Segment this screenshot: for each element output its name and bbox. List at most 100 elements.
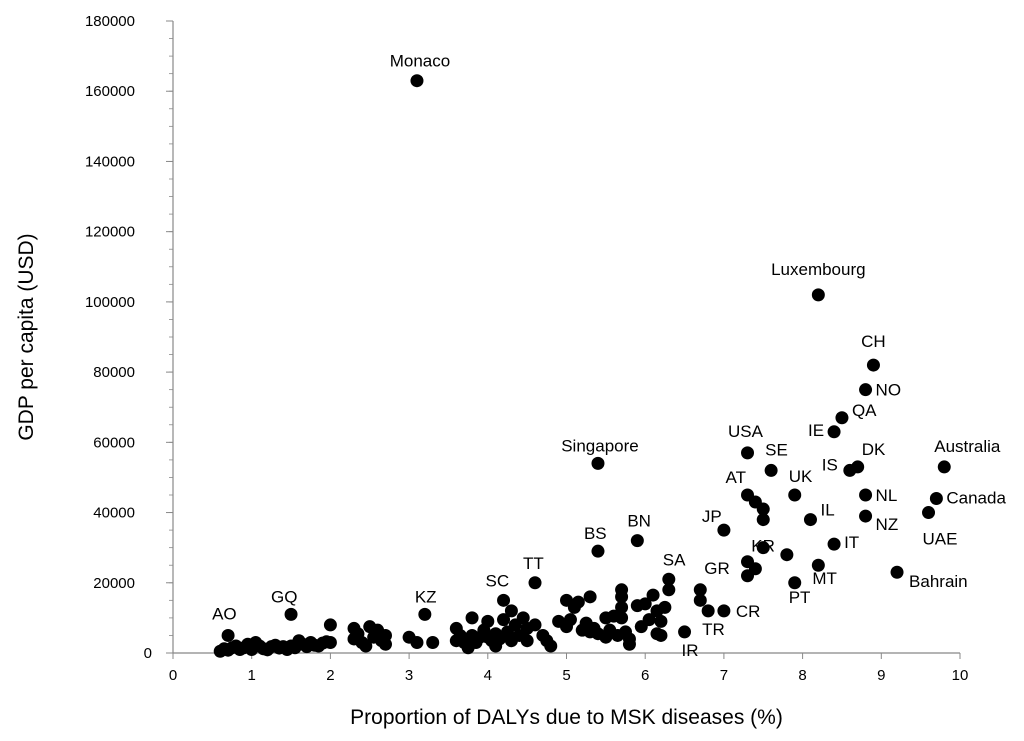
- data-point: [504, 604, 518, 618]
- y-tick-label: 100000: [85, 294, 135, 311]
- data-point: [662, 583, 676, 597]
- point-label: JP: [702, 507, 722, 526]
- point-label: BN: [627, 512, 651, 531]
- data-point: [323, 618, 337, 632]
- point-label: TR: [702, 620, 725, 639]
- data-point: [929, 492, 943, 506]
- x-tick-label: 10: [952, 667, 969, 684]
- data-point: [827, 537, 841, 551]
- point-label: IL: [820, 501, 834, 520]
- data-point: [662, 572, 676, 586]
- data-point: [701, 604, 715, 618]
- point-label: Luxembourg: [771, 260, 866, 279]
- x-tick-label: 5: [562, 667, 570, 684]
- data-point: [922, 506, 936, 520]
- data-point: [756, 513, 770, 527]
- data-point: [544, 639, 558, 653]
- x-tick-label: 8: [798, 667, 806, 684]
- data-point: [658, 600, 672, 614]
- data-point: [591, 456, 605, 470]
- x-tick-label: 3: [405, 667, 413, 684]
- data-point: [378, 637, 392, 651]
- data-point: [615, 611, 629, 625]
- point-label: IR: [682, 641, 699, 660]
- data-point: [622, 637, 636, 651]
- data-point: [780, 548, 794, 562]
- data-point: [497, 593, 511, 607]
- data-point: [851, 460, 865, 474]
- data-point: [827, 425, 841, 439]
- data-point: [410, 74, 424, 88]
- y-tick-label: 0: [144, 645, 152, 662]
- data-point: [811, 558, 825, 572]
- point-label: Australia: [934, 437, 1001, 456]
- data-point: [359, 639, 373, 653]
- data-point: [764, 463, 778, 477]
- point-label: Canada: [946, 489, 1006, 508]
- point-label: Bahrain: [909, 572, 968, 591]
- data-point: [615, 590, 629, 604]
- x-axis-title: Proportion of DALYs due to MSK diseases …: [350, 706, 783, 729]
- data-point: [630, 534, 644, 548]
- point-label: GQ: [271, 587, 297, 606]
- point-label: AO: [212, 604, 237, 623]
- point-label: SE: [765, 440, 788, 459]
- data-point: [563, 613, 577, 627]
- y-tick-label: 60000: [93, 434, 135, 451]
- data-point: [811, 288, 825, 302]
- point-label: SA: [663, 550, 686, 569]
- data-point: [937, 460, 951, 474]
- x-tick-label: 4: [484, 667, 492, 684]
- x-tick-label: 7: [720, 667, 728, 684]
- data-point: [748, 562, 762, 576]
- data-point: [678, 625, 692, 639]
- x-tick-label: 1: [248, 667, 256, 684]
- point-label: TT: [523, 554, 544, 573]
- point-label: KR: [751, 537, 775, 556]
- x-tick-label: 2: [326, 667, 334, 684]
- y-tick-label: 40000: [93, 505, 135, 522]
- data-point: [516, 611, 530, 625]
- data-point: [890, 565, 904, 579]
- data-point: [638, 597, 652, 611]
- point-label: GR: [704, 559, 730, 578]
- data-point: [481, 614, 495, 628]
- point-label: QA: [852, 401, 877, 420]
- data-point: [654, 628, 668, 642]
- point-label: UK: [789, 467, 813, 486]
- y-tick-label: 120000: [85, 224, 135, 241]
- data-point: [756, 541, 770, 555]
- y-axis-title: GDP per capita (USD): [15, 233, 38, 440]
- point-label: IE: [808, 421, 824, 440]
- point-label: NO: [876, 381, 902, 400]
- point-label: KZ: [415, 587, 437, 606]
- point-label: MT: [812, 569, 837, 588]
- point-label: SC: [486, 571, 510, 590]
- x-tick-label: 9: [877, 667, 885, 684]
- data-point: [741, 488, 755, 502]
- point-label: AT: [726, 468, 746, 487]
- y-tick-label: 160000: [85, 83, 135, 100]
- point-label: UAE: [923, 530, 958, 549]
- data-point: [615, 600, 629, 614]
- data-points: [213, 74, 951, 658]
- data-point: [323, 635, 337, 649]
- point-label: Singapore: [561, 436, 639, 455]
- point-label: Monaco: [390, 52, 450, 71]
- data-point: [221, 628, 235, 642]
- data-point: [859, 509, 873, 523]
- data-point: [741, 446, 755, 460]
- point-label: NZ: [876, 515, 899, 534]
- point-label: IT: [844, 533, 859, 552]
- data-point: [583, 590, 597, 604]
- y-tick-label: 80000: [93, 364, 135, 381]
- data-point: [788, 576, 802, 590]
- data-point: [497, 613, 511, 627]
- point-label: NL: [876, 486, 898, 505]
- data-point: [859, 488, 873, 502]
- data-point: [410, 635, 424, 649]
- data-point: [803, 513, 817, 527]
